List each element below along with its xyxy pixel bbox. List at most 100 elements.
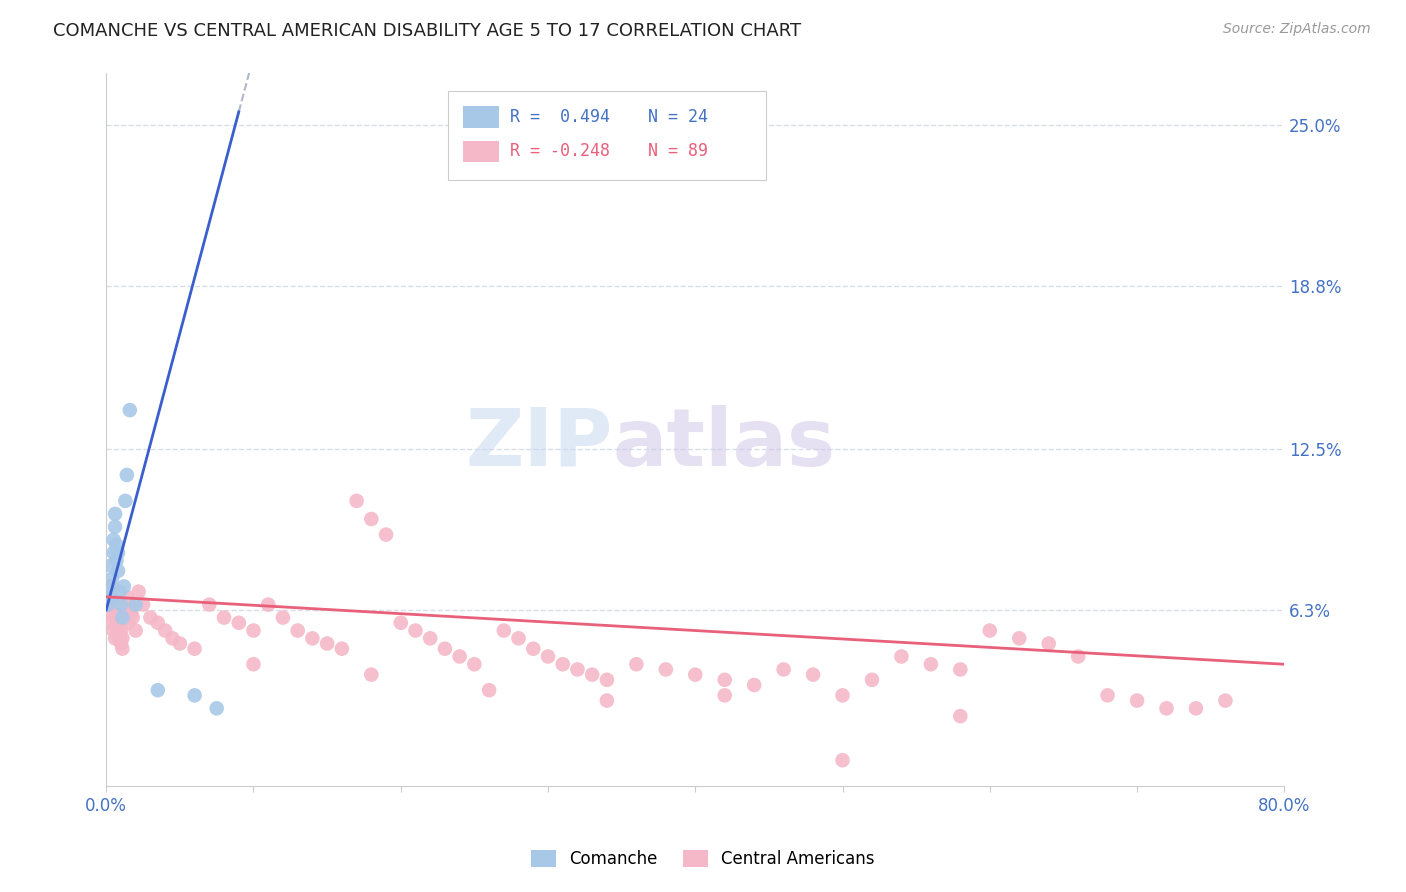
Point xyxy=(103,533,125,547)
Point xyxy=(655,662,678,676)
FancyBboxPatch shape xyxy=(463,141,499,162)
Point xyxy=(1126,693,1149,707)
Text: Source: ZipAtlas.com: Source: ZipAtlas.com xyxy=(1223,22,1371,37)
Point xyxy=(114,494,136,508)
Point xyxy=(112,579,135,593)
Point xyxy=(212,610,235,624)
Point xyxy=(1038,636,1060,650)
Point xyxy=(860,673,883,687)
Point xyxy=(463,657,485,672)
Point xyxy=(120,606,142,620)
Point xyxy=(228,615,250,630)
Point xyxy=(121,610,143,624)
Point xyxy=(772,662,794,676)
Point xyxy=(537,649,560,664)
Point xyxy=(125,624,148,638)
Point xyxy=(478,683,501,698)
Point xyxy=(117,615,139,630)
Point xyxy=(581,667,603,681)
Point xyxy=(419,632,441,646)
Point xyxy=(103,624,125,638)
Text: COMANCHE VS CENTRAL AMERICAN DISABILITY AGE 5 TO 17 CORRELATION CHART: COMANCHE VS CENTRAL AMERICAN DISABILITY … xyxy=(53,22,801,40)
Point xyxy=(949,662,972,676)
Point xyxy=(949,709,972,723)
Point xyxy=(742,678,765,692)
Point xyxy=(107,546,129,560)
Point xyxy=(1156,701,1178,715)
Point xyxy=(890,649,912,664)
Point xyxy=(596,693,619,707)
Point xyxy=(108,632,131,646)
Point xyxy=(685,667,707,681)
Point xyxy=(153,624,176,638)
Point xyxy=(375,527,398,541)
Point xyxy=(626,657,648,672)
Text: atlas: atlas xyxy=(613,405,837,483)
Point xyxy=(110,598,132,612)
Point xyxy=(107,564,129,578)
Point xyxy=(1185,701,1208,715)
Point xyxy=(132,598,155,612)
Point xyxy=(360,512,382,526)
Point xyxy=(104,507,127,521)
Text: N = 24: N = 24 xyxy=(648,108,709,126)
Point xyxy=(107,624,129,638)
Point xyxy=(104,632,127,646)
Point xyxy=(360,667,382,681)
Point xyxy=(114,610,136,624)
Point xyxy=(101,579,124,593)
Point xyxy=(103,598,125,612)
Point xyxy=(389,615,412,630)
Point xyxy=(596,673,619,687)
Point xyxy=(104,610,127,624)
Point xyxy=(111,632,134,646)
Point xyxy=(169,636,191,650)
Point xyxy=(108,584,131,599)
Point xyxy=(139,610,162,624)
Point xyxy=(98,579,121,593)
Point xyxy=(115,590,138,604)
Point xyxy=(287,624,309,638)
Point xyxy=(105,603,128,617)
Point xyxy=(104,520,127,534)
Point xyxy=(105,538,128,552)
Point xyxy=(101,572,124,586)
Point xyxy=(115,467,138,482)
Point xyxy=(1067,649,1090,664)
Point xyxy=(257,598,280,612)
Point xyxy=(242,624,264,638)
Point xyxy=(98,606,121,620)
Point xyxy=(492,624,515,638)
Point xyxy=(162,632,184,646)
Legend: Comanche, Central Americans: Comanche, Central Americans xyxy=(524,843,882,875)
Point xyxy=(405,624,427,638)
Point xyxy=(330,641,353,656)
Text: R =  0.494: R = 0.494 xyxy=(510,108,610,126)
Point xyxy=(1097,689,1119,703)
Point xyxy=(801,667,824,681)
Point xyxy=(100,558,122,573)
Point xyxy=(522,641,544,656)
Point xyxy=(183,641,205,656)
Point xyxy=(105,615,128,630)
Point xyxy=(242,657,264,672)
Point xyxy=(713,673,735,687)
Point xyxy=(346,494,368,508)
Point xyxy=(108,615,131,630)
Point xyxy=(183,689,205,703)
Point xyxy=(301,632,323,646)
Point xyxy=(100,590,122,604)
Point xyxy=(205,701,228,715)
Point xyxy=(146,615,169,630)
Point xyxy=(433,641,456,656)
Point xyxy=(831,753,853,767)
Point xyxy=(979,624,1001,638)
Point xyxy=(128,584,150,599)
Point xyxy=(110,624,132,638)
Point xyxy=(101,615,124,630)
Point xyxy=(449,649,471,664)
Point xyxy=(1215,693,1237,707)
Point xyxy=(551,657,574,672)
FancyBboxPatch shape xyxy=(463,106,499,128)
Point xyxy=(920,657,942,672)
